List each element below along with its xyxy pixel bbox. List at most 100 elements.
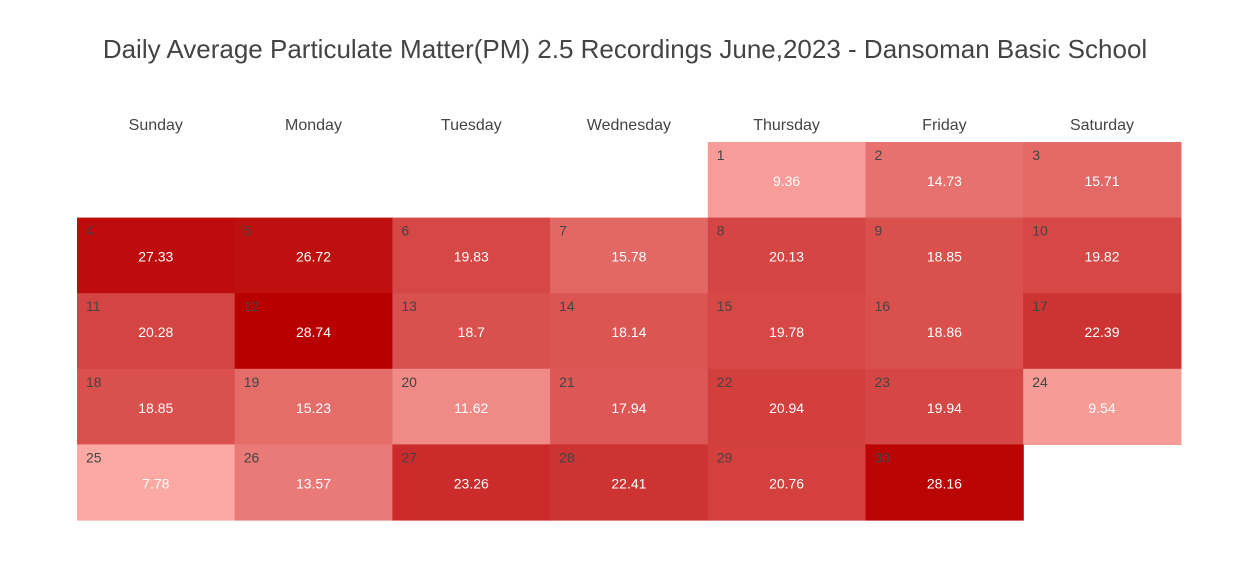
weekday-label: Saturday (1070, 117, 1134, 134)
cell-value-label: 28.16 (927, 475, 962, 491)
day-number: 6 (401, 223, 409, 239)
heat-cell (550, 293, 709, 370)
cell-value-label: 22.41 (611, 475, 646, 491)
weekday-headers: Sunday Monday Tuesday Wednesday Thursday Frid… (129, 117, 1134, 134)
day-number: 28 (559, 449, 575, 465)
day-number: 26 (244, 449, 260, 465)
heat-cell (865, 142, 1024, 219)
cell-value-label: 28.74 (296, 324, 331, 340)
calendar-cell: 526.72 (234, 217, 393, 294)
calendar-cell: 11 20.28 (77, 293, 236, 370)
day-number: 9 (875, 223, 883, 239)
cell-value-label: 13.57 (296, 475, 331, 491)
calendar-cell: 918.85 (865, 217, 1024, 294)
heat-cell (392, 293, 551, 370)
heat-cell (1023, 217, 1182, 294)
day-number: 17 (1032, 298, 1048, 314)
heat-cell (707, 217, 867, 294)
day-number: 20 (401, 374, 417, 390)
calendar-cell: 19 15.23 (234, 368, 393, 445)
calendar-cell: 21 17.94 (550, 368, 709, 445)
calendar-cell: 820.13 (707, 217, 867, 294)
weekday-label: Monday (285, 117, 342, 134)
cell-value-label: 9.36 (773, 173, 800, 189)
day-number: 11 (86, 298, 101, 314)
heat-cell (234, 217, 393, 294)
day-number: 12 (244, 298, 260, 314)
cell-value-label: 27.33 (138, 249, 173, 265)
day-number: 4 (86, 223, 94, 239)
calendar-cell: 249.54 (1023, 368, 1182, 445)
calendar-cell: 14 18.14 (550, 293, 709, 370)
cell-value-label: 18.85 (927, 249, 962, 265)
heat-cell (392, 368, 551, 445)
day-number: 10 (1032, 223, 1048, 239)
heat-cell (707, 368, 867, 445)
day-number: 18 (86, 374, 102, 390)
day-number: 3 (1032, 147, 1040, 163)
calendar-cell: 15 19.78 (707, 293, 867, 370)
cell-value-label: 17.94 (611, 400, 646, 416)
day-number: 7 (559, 223, 567, 239)
calendar-cell: 23 19.94 (865, 368, 1024, 445)
heat-cell (234, 368, 393, 445)
calendar-cell: 18 18.85 (77, 368, 236, 445)
calendar-cell: 214.73 (865, 142, 1024, 219)
heat-cell (707, 444, 867, 521)
calendar-cell: 12 28.74 (234, 293, 393, 370)
cell-value-label: 19.82 (1084, 249, 1119, 265)
calendar-cell: 13 18.7 (392, 293, 551, 370)
cell-value-label: 26.72 (296, 249, 331, 265)
weekday-label: Sunday (129, 117, 183, 134)
calendar-cell: 619.83 (392, 217, 551, 294)
cell-value-label: 20.28 (138, 324, 173, 340)
day-number: 30 (875, 449, 891, 465)
heat-cell (707, 142, 867, 219)
calendar-cell: 257.78 (77, 444, 236, 521)
calendar-cell: 17 22.39 (1023, 293, 1182, 370)
cell-value-label: 9.54 (1088, 400, 1115, 416)
cell-value-label: 19.94 (927, 400, 962, 416)
cell-value-label: 18.86 (927, 324, 962, 340)
calendar-cell: 16 18.86 (865, 293, 1024, 370)
heat-cell (1023, 368, 1182, 445)
calendar-cell: 427.33 (77, 217, 236, 294)
weekday-label: Friday (922, 117, 966, 134)
heat-cell (77, 368, 236, 445)
cell-value-label: 20.13 (769, 249, 804, 265)
heat-cell (865, 293, 1024, 370)
heat-cell (234, 293, 393, 370)
heat-cell (77, 293, 236, 370)
calendar-cell: 26 13.57 (234, 444, 393, 521)
calendar-cell: 29 20.76 (707, 444, 867, 521)
calendar-cell: 20 11.62 (392, 368, 551, 445)
day-number: 22 (717, 374, 733, 390)
day-number: 14 (559, 298, 575, 314)
weekday-label: Thursday (753, 117, 820, 134)
calendar-cell: 27 23.26 (392, 444, 551, 521)
day-number: 2 (875, 147, 883, 163)
day-number: 15 (717, 298, 733, 314)
heat-cell (1023, 142, 1182, 219)
day-number: 27 (401, 449, 417, 465)
heat-cell (77, 217, 236, 294)
heat-cell (865, 444, 1024, 521)
calendar-cell: 30 28.16 (865, 444, 1024, 521)
heat-cell (234, 444, 393, 521)
cell-value-label: 15.71 (1084, 173, 1119, 189)
heat-cell (77, 444, 236, 521)
weekday-label: Wednesday (587, 117, 671, 134)
heat-cell (550, 444, 709, 521)
heat-cell (707, 293, 867, 370)
cell-value-label: 19.83 (454, 249, 489, 265)
day-number: 29 (717, 449, 733, 465)
day-number: 1 (717, 147, 725, 163)
calendar-cell: 315.71 (1023, 142, 1182, 219)
chart-title: Daily Average Particulate Matter(PM) 2.5… (103, 34, 1147, 64)
heat-cell (550, 217, 709, 294)
heat-cell (550, 368, 709, 445)
heat-cell (392, 444, 551, 521)
day-number: 19 (244, 374, 260, 390)
calendar-cell: 10 19.82 (1023, 217, 1182, 294)
cell-value-label: 19.78 (769, 324, 804, 340)
